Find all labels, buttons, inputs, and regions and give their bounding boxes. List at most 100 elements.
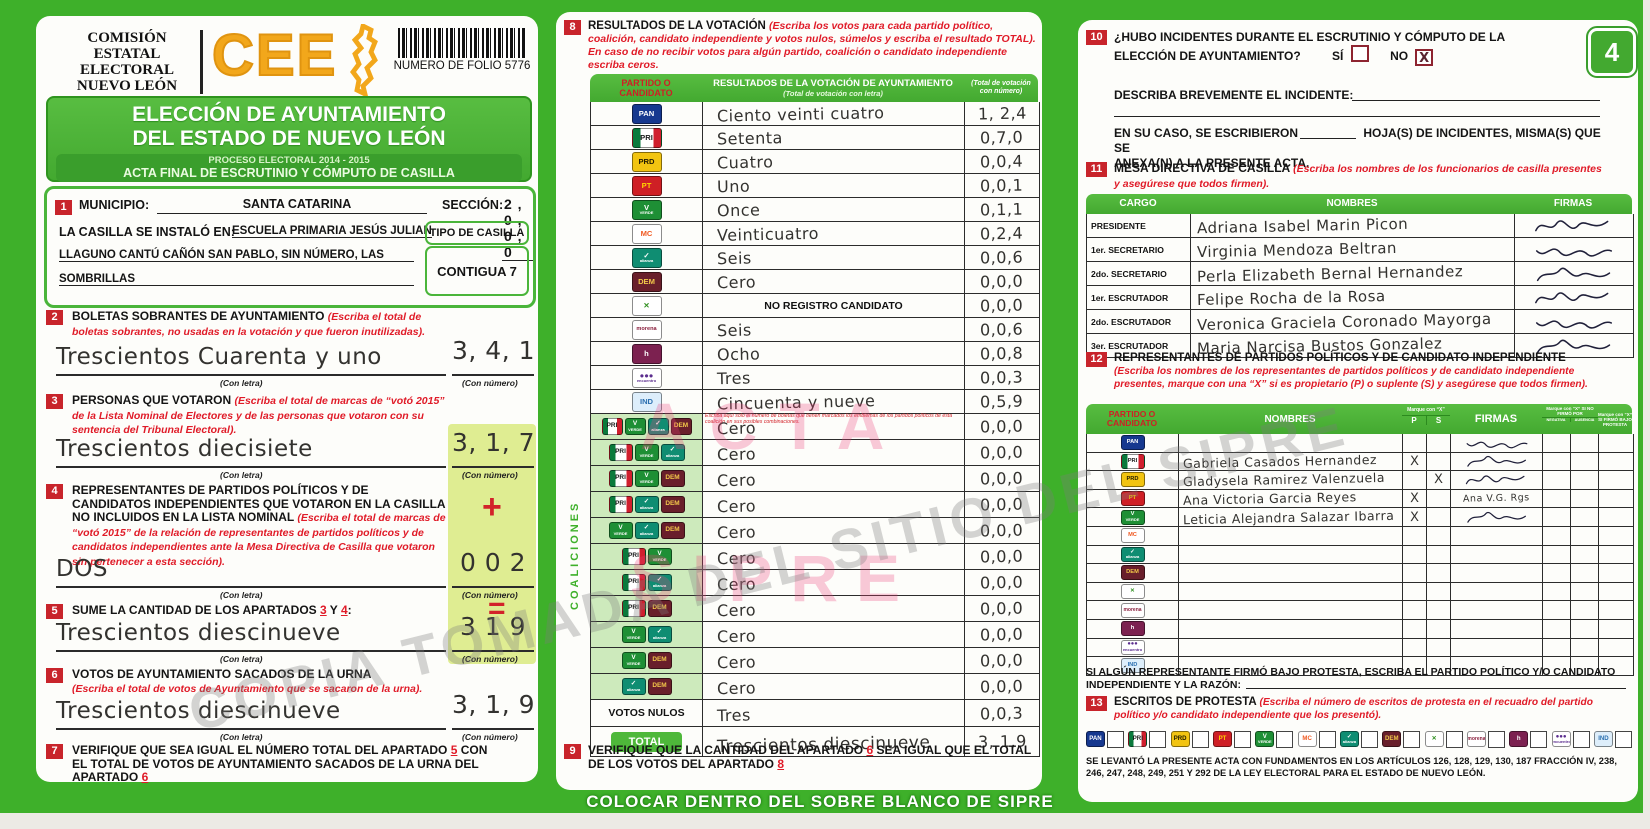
votes-number-cell: 0,2,4 (965, 222, 1039, 245)
mesa-cargo-label: 3er. ESCRUTADOR (1091, 340, 1169, 351)
reps-s-cell (1427, 452, 1451, 471)
subtitle2: ACTA FINAL DE ESCRUTINIO Y CÓMPUTO DE CA… (123, 166, 455, 180)
votes-number-value: 0,0,0 (980, 650, 1024, 671)
title-line1: ELECCIÓN DE AYUNTAMIENTO (132, 103, 446, 126)
votes-letra-cell: Seis (703, 318, 965, 341)
logo-verde-icon: V VERDE (1255, 731, 1275, 747)
reps-protesta-cell (1599, 490, 1633, 508)
logo-encuentro-icon: ●●● encuentro (631, 367, 662, 388)
reps-p-cell: X (1403, 508, 1427, 526)
logo-abbr: V (618, 524, 623, 532)
votes-letra-value: Cero (716, 548, 757, 569)
box1-casilla-info: 1 MUNICIPIO: SANTA CATARINA SECCIÓN: 2 ,… (44, 186, 536, 308)
votes-number-cell: 0,1,1 (965, 198, 1039, 221)
results-row: ✓ alianza Seis 0,0,6 (591, 246, 1039, 270)
reps-nombre-cell (1179, 582, 1403, 601)
votes-number-value: 0,0,6 (980, 319, 1024, 340)
logo-abbr: PRI (615, 448, 626, 456)
votes-letra-value: Tres (716, 705, 752, 726)
mesa-row: 2do. ESCRUTADOR Veronica Graciela Coronad… (1087, 310, 1633, 334)
protesta-party-pair: morena (1466, 730, 1505, 748)
logo-verde-icon: V VERDE (631, 199, 662, 220)
votes-number-cell: 0,0,0 (965, 622, 1039, 647)
protesta-party-pair: ●●● encuentro (1551, 730, 1590, 748)
results-header-party: PARTIDO O CANDIDATO (619, 78, 673, 98)
party-logo-cell: h (591, 342, 703, 365)
mesa-row: 3er. ESCRUTADOR Maria Narcisa Bustos Gonz… (1087, 334, 1633, 358)
box3-digits-value: 3, 1, 7 (452, 428, 536, 457)
votes-letra-value: Cero (716, 272, 757, 293)
logo-democrata-icon: DEM (660, 496, 685, 513)
protesta-party-pair: MC (1297, 730, 1336, 748)
reps-firma-cell (1451, 508, 1543, 526)
reps-firma-cell (1451, 452, 1543, 471)
mesa-cargo-cell: 2do. ESCRUTADOR (1087, 310, 1191, 333)
logo-sub: VERDE (626, 660, 641, 666)
logo-mc-icon: MC (1297, 731, 1317, 747)
reps-protesta-cell (1599, 453, 1633, 471)
box12-title: REPRESENTANTES DE PARTIDOS POLÍTICOS Y D… (1114, 352, 1566, 364)
party-logo-cell: PAN (591, 102, 703, 125)
reps-p-mark: X (1409, 490, 1420, 507)
box2-letra-value: Trescientos Cuarenta y uno (56, 344, 382, 370)
logo-alianza-icon: ✓ alianza (660, 444, 685, 461)
votes-letra-cell: Cero (703, 270, 965, 293)
votes-letra-value: Veinticuatro (716, 223, 820, 245)
reps-negativa-cell (1543, 489, 1571, 508)
votes-number-cell: 1, 2,4 (965, 102, 1039, 125)
votes-number-value: 0,0,6 (980, 247, 1024, 268)
box11-instruction: (Escriba los nombres de los funcionarios… (1114, 163, 1602, 190)
logo-sub: VERDE (652, 556, 667, 562)
logo-abbr: DEM (638, 276, 655, 286)
party-logo-cell: PRI V VERDE (591, 544, 703, 569)
mesa-cargo-cell: 1er. SECRETARIO (1087, 238, 1191, 261)
logo-democrata-icon: DEM (647, 678, 672, 695)
box8-number: 8 (564, 20, 581, 35)
mesa-cargo-cell: PRESIDENTE (1087, 214, 1191, 237)
title-banner: ELECCIÓN DE AYUNTAMIENTO DEL ESTADO DE N… (46, 96, 532, 182)
reps-s-cell (1427, 508, 1451, 526)
logo-prd-icon: PRD (1170, 731, 1190, 747)
reps-logo-cell: h (1087, 619, 1179, 638)
results-row: PRI ✓ alianza Cero 0,0,0 (591, 570, 1039, 596)
votes-number-value: 0,0,0 (980, 494, 1024, 515)
reps-firma-cell (1451, 564, 1543, 582)
logo-verde-icon: V VERDE (624, 418, 646, 435)
reps-ausencia-cell (1571, 564, 1599, 582)
logo-abbr: ✓ (669, 446, 676, 454)
logo-democrata-icon: DEM (660, 522, 685, 539)
reps-header-p: P (1402, 416, 1427, 425)
reps-protesta-cell (1599, 601, 1633, 619)
logo-alianza-icon: ✓ alianza (647, 626, 672, 643)
votes-number-cell: 0,7,0 (965, 126, 1039, 149)
org-line: COMISIÓN (87, 30, 167, 46)
page-number: 4 (1604, 36, 1620, 67)
org-line: NUEVO LEÓN (76, 78, 178, 94)
reps-negativa-cell (1543, 657, 1571, 675)
reps-row: ✓ alianza (1087, 545, 1633, 565)
votes-number-cell: 0,0,0 (965, 294, 1039, 317)
logo-pt-icon: PT (631, 175, 662, 196)
votes-number-cell: 0,0,0 (965, 270, 1039, 293)
results-row: PRI DEM Cero 0,0,0 (591, 596, 1039, 622)
mesa-cargo-label: 2do. ESCRUTADOR (1091, 316, 1172, 327)
logo-sub: alianza (652, 634, 667, 640)
coalition-note: Escriba aquí sólo el número de boletas q… (705, 413, 953, 425)
reps-logo-cell: DEM (1087, 564, 1179, 582)
logo-independiente-icon: IND (631, 391, 662, 412)
votes-letra-cell: Uno (703, 174, 965, 197)
protesta-count-box (1572, 730, 1590, 748)
reps-row: PRI Gabriela Casados Hernandez X (1087, 452, 1633, 472)
logo-abbr: PRI (628, 578, 639, 586)
results-table-header: PARTIDO O CANDIDATO RESULTADOS DE LA VOT… (590, 74, 1038, 102)
reps-nombre-cell (1179, 657, 1403, 675)
logo-abbr: IND (1127, 662, 1138, 669)
logo-abbr: ✓ (655, 420, 661, 428)
box4-con-numero: (Con número) (462, 590, 518, 600)
box9-ref6: 6 (866, 743, 874, 757)
votes-letra-cell: Ocho (703, 342, 965, 365)
party-logo-cell: PRI V VERDE DEM (591, 466, 703, 491)
votes-letra-cell: Cuatro (703, 150, 965, 173)
votes-number-cell: 0,0,0 (965, 466, 1039, 491)
reps-nombre-cell (1179, 526, 1403, 545)
